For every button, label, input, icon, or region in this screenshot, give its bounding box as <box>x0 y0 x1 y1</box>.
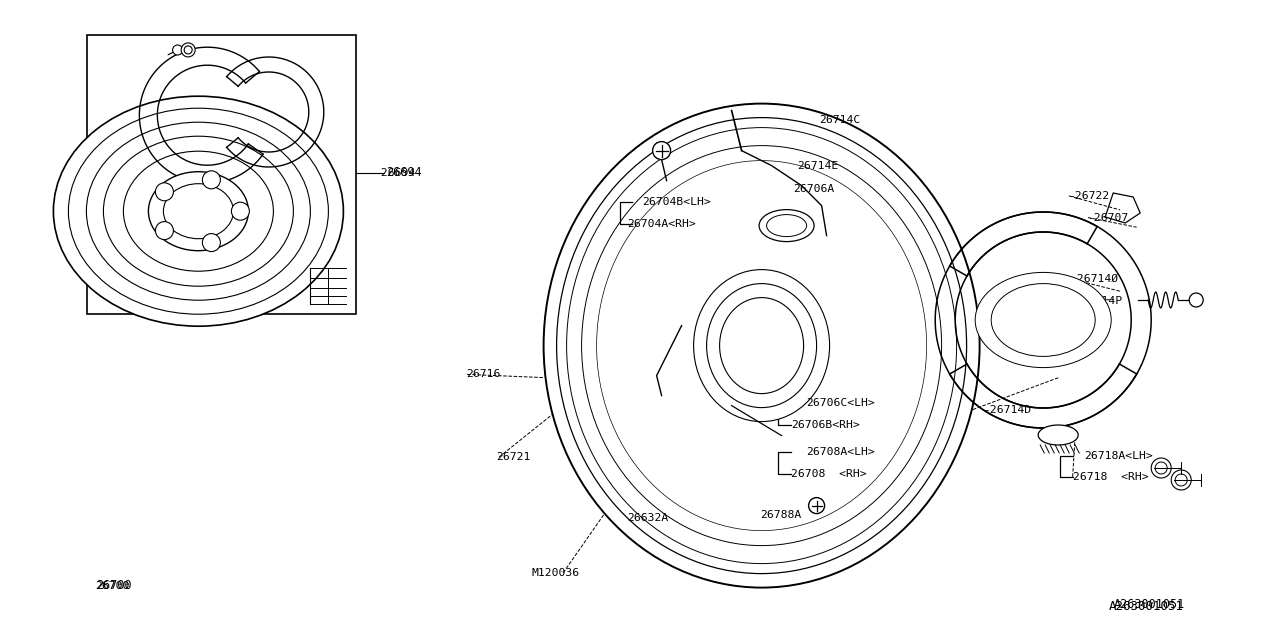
Ellipse shape <box>719 298 804 394</box>
Ellipse shape <box>104 136 293 286</box>
Circle shape <box>202 171 220 189</box>
Circle shape <box>1171 470 1192 490</box>
Ellipse shape <box>707 284 817 408</box>
Ellipse shape <box>767 214 806 237</box>
Text: 26706B<RH>: 26706B<RH> <box>791 420 860 430</box>
Text: -26714Ø: -26714Ø <box>1070 274 1119 284</box>
Text: 26716: 26716 <box>466 369 500 380</box>
Text: 26694: 26694 <box>387 166 422 179</box>
Text: 26706A: 26706A <box>794 184 835 194</box>
Ellipse shape <box>653 141 671 159</box>
Text: 26718  <RH>: 26718 <RH> <box>1073 472 1148 482</box>
Ellipse shape <box>54 96 343 326</box>
Ellipse shape <box>596 161 927 531</box>
Circle shape <box>1151 458 1171 478</box>
Text: -26717: -26717 <box>1062 318 1103 328</box>
Text: 26788A: 26788A <box>760 510 801 520</box>
Text: 26714E: 26714E <box>797 161 838 172</box>
Ellipse shape <box>567 127 956 564</box>
Circle shape <box>173 45 183 55</box>
Text: -26722: -26722 <box>1068 191 1108 201</box>
Text: -26714P: -26714P <box>1074 296 1123 306</box>
Circle shape <box>1175 474 1187 486</box>
Text: M120036: M120036 <box>531 568 580 578</box>
Text: 26708  <RH>: 26708 <RH> <box>791 468 867 479</box>
Circle shape <box>155 221 173 239</box>
Text: 26632A: 26632A <box>627 513 668 524</box>
Ellipse shape <box>544 104 979 588</box>
Text: 26704B<LH>: 26704B<LH> <box>643 197 712 207</box>
Text: 26708A<LH>: 26708A<LH> <box>806 447 876 457</box>
Circle shape <box>155 183 173 201</box>
Text: 26714C: 26714C <box>819 115 860 125</box>
Circle shape <box>202 234 220 252</box>
Circle shape <box>182 43 195 57</box>
Ellipse shape <box>694 269 829 422</box>
Text: 26706C<LH>: 26706C<LH> <box>806 398 876 408</box>
Ellipse shape <box>123 151 274 271</box>
Circle shape <box>1155 462 1167 474</box>
Ellipse shape <box>759 210 814 242</box>
Circle shape <box>232 202 250 220</box>
Ellipse shape <box>975 273 1111 367</box>
Text: -26707: -26707 <box>1087 212 1128 223</box>
Ellipse shape <box>1038 425 1078 445</box>
Text: A263001051: A263001051 <box>1108 600 1184 613</box>
Text: 26704A<RH>: 26704A<RH> <box>627 219 696 229</box>
Ellipse shape <box>1189 293 1203 307</box>
Text: -26714D: -26714D <box>983 404 1032 415</box>
Ellipse shape <box>148 172 248 251</box>
Ellipse shape <box>991 284 1096 356</box>
Text: A263001051: A263001051 <box>1114 598 1185 611</box>
Ellipse shape <box>809 498 824 514</box>
Text: 26718A<LH>: 26718A<LH> <box>1084 451 1153 461</box>
Circle shape <box>184 46 192 54</box>
Text: M120036: M120036 <box>760 219 809 229</box>
Bar <box>87 35 356 314</box>
Text: 26700: 26700 <box>96 579 132 592</box>
Ellipse shape <box>87 122 311 300</box>
Ellipse shape <box>557 118 966 573</box>
Text: -26694: -26694 <box>374 168 415 178</box>
Ellipse shape <box>164 184 233 239</box>
Text: 26700: 26700 <box>95 580 129 591</box>
Ellipse shape <box>68 108 329 314</box>
Text: 26721: 26721 <box>497 452 531 462</box>
Ellipse shape <box>581 146 942 545</box>
